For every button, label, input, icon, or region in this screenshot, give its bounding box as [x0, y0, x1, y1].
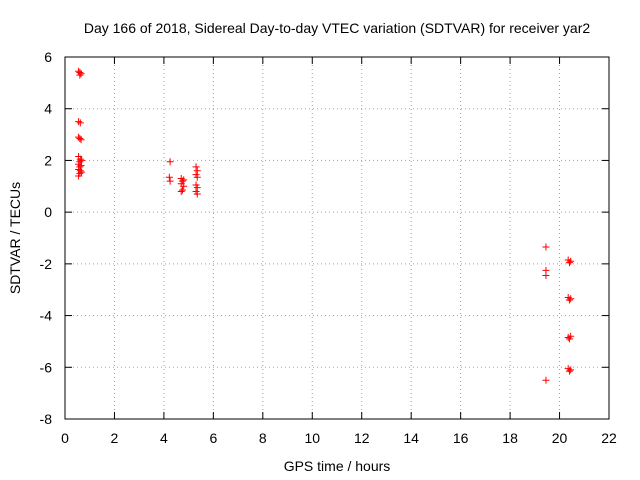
- data-point: [77, 136, 85, 144]
- data-point: [565, 335, 573, 343]
- data-point: [567, 257, 575, 265]
- x-tick-label: 22: [601, 430, 617, 446]
- y-tick-label: -4: [40, 308, 53, 324]
- x-tick-label: 2: [111, 430, 119, 446]
- data-point: [166, 177, 174, 185]
- data-point: [565, 259, 573, 267]
- x-tick-label: 4: [160, 430, 168, 446]
- data-point: [193, 167, 201, 175]
- tick-labels: 0 2 4 6 8 10 12 14 16 18 20 22 -8 -6 -4 -2 0 2 4 6: [40, 49, 617, 446]
- x-tick-label: 0: [61, 430, 69, 446]
- data-point: [77, 70, 85, 78]
- data-point: [542, 376, 550, 384]
- x-tick-label: 8: [259, 430, 267, 446]
- data-point: [565, 367, 573, 375]
- data-point: [166, 158, 174, 166]
- y-tick-label: -6: [40, 359, 53, 375]
- x-axis-label: GPS time / hours: [284, 458, 391, 474]
- data-point: [177, 187, 185, 195]
- y-tick-label: 0: [44, 204, 52, 220]
- data-point: [76, 134, 84, 142]
- x-tick-label: 14: [403, 430, 419, 446]
- data-point: [78, 168, 86, 176]
- data-point: [542, 243, 550, 251]
- data-point: [567, 366, 575, 374]
- y-tick-label: 4: [44, 101, 52, 117]
- data-point: [193, 173, 201, 181]
- x-tick-label: 10: [304, 430, 320, 446]
- data-point: [180, 182, 188, 190]
- x-tick-label: 16: [453, 430, 469, 446]
- x-tick-label: 18: [502, 430, 518, 446]
- data-point: [567, 295, 575, 303]
- x-tick-label: 20: [552, 430, 568, 446]
- data-point: [76, 71, 84, 79]
- plot-border: [64, 56, 610, 420]
- chart-title: Day 166 of 2018, Sidereal Day-to-day VTE…: [84, 20, 590, 36]
- data-point: [542, 271, 550, 279]
- y-tick-label: 2: [44, 152, 52, 168]
- data-point: [180, 176, 188, 184]
- x-tick-label: 6: [209, 430, 217, 446]
- data-point: [77, 162, 85, 170]
- data-point: [565, 296, 573, 304]
- data-point: [192, 163, 200, 171]
- grid: [65, 57, 609, 419]
- y-tick-label: -2: [40, 256, 53, 272]
- axis-ticks: [64, 56, 610, 420]
- data-point: [193, 184, 201, 192]
- data-point: [178, 186, 186, 194]
- data-point: [76, 119, 84, 127]
- y-tick-label: -8: [40, 411, 53, 427]
- data-point: [193, 190, 201, 198]
- data-points: [75, 67, 575, 384]
- x-tick-label: 12: [354, 430, 370, 446]
- data-point: [75, 172, 83, 180]
- data-point: [75, 118, 83, 126]
- data-point: [165, 173, 173, 181]
- y-tick-label: 6: [44, 49, 52, 65]
- y-axis-label: SDTVAR / TECUs: [7, 182, 23, 294]
